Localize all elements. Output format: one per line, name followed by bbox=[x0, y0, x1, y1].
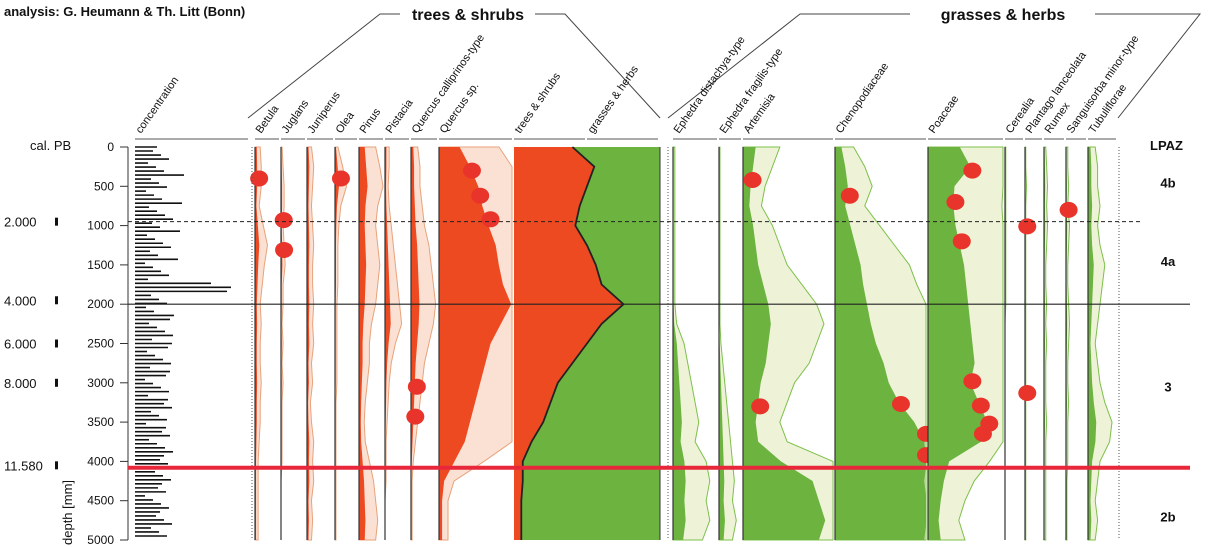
event-marker bbox=[891, 396, 910, 413]
event-marker bbox=[275, 241, 294, 258]
taxon-value-area bbox=[359, 147, 368, 540]
taxon-label: Poaceae bbox=[927, 93, 962, 135]
event-marker bbox=[840, 187, 859, 204]
event-marker bbox=[1059, 201, 1078, 218]
event-marker bbox=[481, 211, 500, 228]
event-marker bbox=[250, 170, 269, 187]
event-marker bbox=[952, 233, 971, 250]
zone-label: 4a bbox=[1161, 254, 1176, 269]
taxon-value-area bbox=[835, 147, 926, 540]
trees-group-header: trees & shrubs bbox=[247, 7, 661, 119]
lpaz-header: LPAZ bbox=[1150, 138, 1183, 153]
taxon-value-area bbox=[743, 147, 826, 540]
cal-age-label: 2.000 bbox=[4, 215, 37, 230]
event-marker bbox=[973, 425, 992, 442]
event-marker bbox=[331, 170, 350, 187]
event-marker bbox=[971, 397, 990, 414]
depth-tick-label: 500 bbox=[94, 179, 114, 193]
event-marker bbox=[407, 378, 426, 395]
depth-tick-label: 5000 bbox=[87, 533, 114, 547]
depth-tick-label: 1500 bbox=[87, 258, 114, 272]
taxon-exaggeration-area bbox=[254, 146, 268, 541]
cal-age-label: 8.000 bbox=[4, 376, 37, 391]
event-marker bbox=[1018, 218, 1037, 235]
analysis-credit: analysis: G. Heumann & Th. Litt (Bonn) bbox=[4, 4, 245, 19]
event-marker bbox=[743, 172, 762, 189]
taxon-label: Chenopodiaceae bbox=[834, 61, 892, 136]
depth-tick-label: 0 bbox=[107, 140, 114, 154]
cal-age-marker bbox=[55, 339, 58, 348]
cal-age-label: 11.580 bbox=[4, 458, 43, 473]
cal-age-marker bbox=[55, 217, 58, 226]
zone-label: 3 bbox=[1164, 380, 1171, 395]
taxon-value-area bbox=[673, 147, 686, 540]
cal-age-label: 4.000 bbox=[4, 293, 37, 308]
cal-age-marker bbox=[55, 378, 58, 387]
taxon-label: concentration bbox=[134, 75, 182, 136]
event-marker bbox=[1018, 385, 1037, 402]
event-marker bbox=[963, 162, 982, 179]
taxon-exaggeration-area bbox=[672, 146, 711, 541]
depth-tick-label: 3000 bbox=[87, 376, 114, 390]
depth-tick-label: 4500 bbox=[87, 494, 114, 508]
event-marker bbox=[963, 373, 982, 390]
summary-boundary-line bbox=[520, 146, 625, 540]
event-marker bbox=[462, 162, 481, 179]
taxon-value-area bbox=[1088, 147, 1097, 540]
depth-tick-label: 1000 bbox=[87, 219, 114, 233]
event-marker bbox=[274, 212, 293, 229]
taxon-value-area bbox=[439, 147, 512, 540]
taxon-exaggeration-area bbox=[384, 146, 403, 540]
taxon-label: grasses & herbs bbox=[586, 63, 642, 135]
depth-tick-label: 4000 bbox=[87, 454, 114, 468]
trees-group-title: trees & shrubs bbox=[412, 7, 524, 24]
depth-axis-label: depth [mm] bbox=[60, 480, 75, 545]
depth-tick-label: 2000 bbox=[87, 297, 114, 311]
taxon-value-area bbox=[385, 147, 391, 540]
taxon-exaggeration-area bbox=[718, 146, 737, 541]
taxon-exaggeration-area bbox=[334, 146, 348, 541]
herbs-group-title: grasses & herbs bbox=[941, 7, 1066, 24]
event-marker bbox=[406, 408, 425, 425]
cal-age-label: 6.000 bbox=[4, 337, 37, 352]
cal-age-marker bbox=[55, 296, 58, 305]
zone-label: 2b bbox=[1160, 509, 1175, 524]
taxon-label: Pinus bbox=[358, 106, 384, 136]
taxon-value-area bbox=[928, 147, 988, 540]
taxon-value-area bbox=[719, 147, 725, 540]
tree-summary-area bbox=[514, 147, 624, 540]
event-marker bbox=[946, 194, 965, 211]
event-marker bbox=[751, 398, 770, 415]
taxon-value-area bbox=[411, 147, 420, 540]
depth-tick-label: 2500 bbox=[87, 337, 114, 351]
taxon-label: Olea bbox=[334, 109, 358, 136]
depth-tick-label: 3500 bbox=[87, 415, 114, 429]
cal-axis-label: cal. PB bbox=[30, 138, 71, 153]
taxon-value-area bbox=[335, 147, 339, 540]
zone-label: 4b bbox=[1160, 175, 1175, 190]
taxon-exaggeration-area bbox=[742, 146, 834, 541]
taxon-label: trees & shrubs bbox=[513, 70, 564, 135]
herbs-group-header: grasses & herbs bbox=[667, 7, 1202, 119]
taxon-value-area bbox=[255, 147, 260, 540]
cal-age-marker bbox=[55, 461, 58, 470]
taxon-label: Betula bbox=[254, 103, 282, 136]
event-marker bbox=[471, 187, 490, 204]
